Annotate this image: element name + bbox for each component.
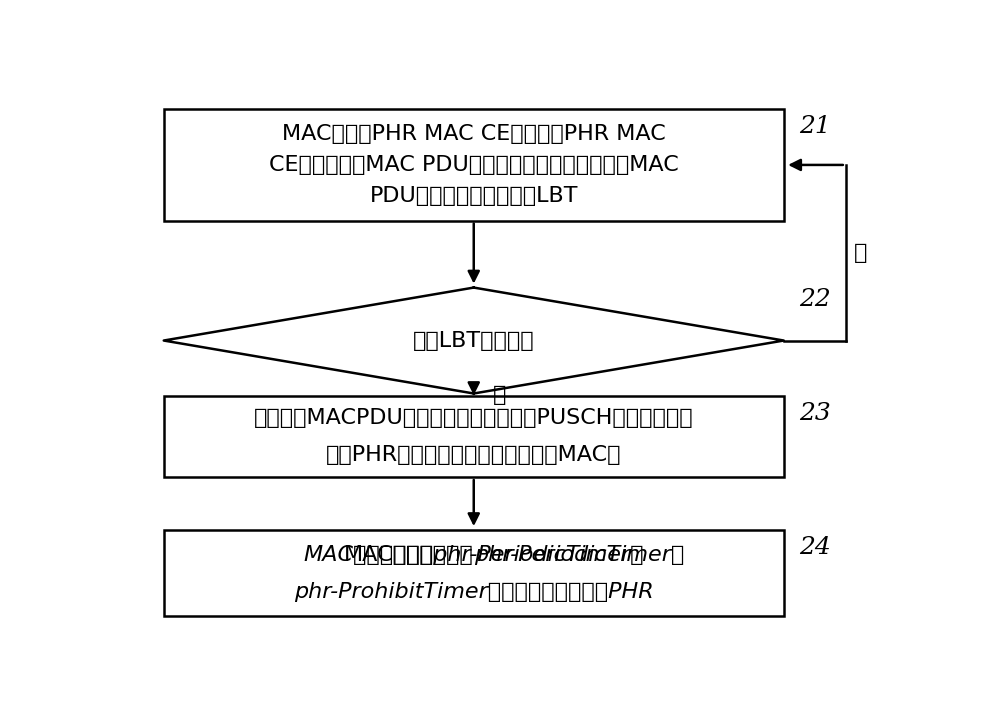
Text: phr-PeriodicTimer和: phr-PeriodicTimer和 <box>474 545 684 565</box>
Bar <box>164 109 784 221</box>
Text: PDU对应的时频资源进行LBT: PDU对应的时频资源进行LBT <box>370 185 578 206</box>
Text: 22: 22 <box>799 287 831 311</box>
Text: 物理层对MACPDU进行信道编码后映射到PUSCH上进行发送，: 物理层对MACPDU进行信道编码后映射到PUSCH上进行发送， <box>254 408 694 429</box>
Text: 判断LBT是否成功: 判断LBT是否成功 <box>413 331 535 350</box>
Text: 并将PHR开始发送的指示信息发送给MAC层: 并将PHR开始发送的指示信息发送给MAC层 <box>326 445 622 465</box>
Text: 23: 23 <box>799 402 831 425</box>
Text: 否: 否 <box>854 243 867 263</box>
Text: 是: 是 <box>493 385 507 405</box>
Bar <box>164 396 784 477</box>
Text: MAC层启动或重启: MAC层启动或重启 <box>344 545 474 565</box>
Text: 24: 24 <box>799 536 831 559</box>
Text: 21: 21 <box>799 115 831 138</box>
Text: phr-ProhibitTimer，取消当前已触发的PHR: phr-ProhibitTimer，取消当前已触发的PHR <box>294 581 654 602</box>
Text: MAC层启动或重启phr-PeriodicTimer和: MAC层启动或重启phr-PeriodicTimer和 <box>304 545 644 565</box>
Bar <box>164 530 784 617</box>
Text: MAC层生成PHR MAC CE，并将该PHR MAC: MAC层生成PHR MAC CE，并将该PHR MAC <box>282 125 666 144</box>
Text: CE打包到一个MAC PDU中后发送给物理层，并对该MAC: CE打包到一个MAC PDU中后发送给物理层，并对该MAC <box>269 155 679 175</box>
